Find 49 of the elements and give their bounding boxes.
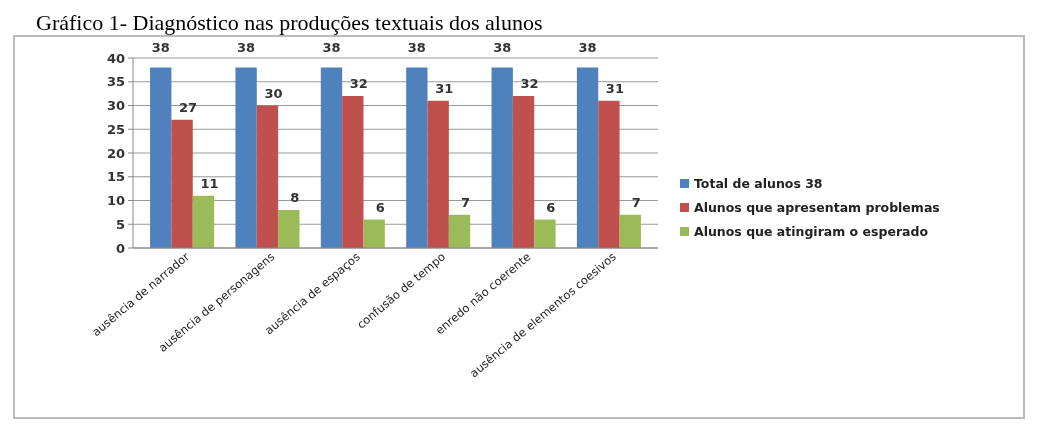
data-label: 31 [605, 80, 624, 96]
y-tick-label: 25 [106, 121, 125, 137]
legend-label: Total de alunos 38 [694, 176, 823, 192]
y-tick-label: 35 [106, 74, 125, 90]
bar [342, 96, 364, 248]
data-label: 8 [290, 190, 300, 205]
bar [150, 67, 172, 248]
data-label: 7 [461, 194, 471, 210]
bar [491, 67, 513, 248]
bar [363, 219, 385, 248]
y-tick-label: 20 [106, 145, 125, 161]
data-label: 38 [151, 40, 170, 55]
data-label: 11 [200, 175, 219, 191]
bar [576, 67, 599, 248]
data-label: 27 [179, 99, 198, 115]
data-label: 6 [375, 199, 385, 215]
bar [448, 214, 471, 248]
data-label: 32 [520, 76, 539, 91]
bar [278, 210, 300, 248]
data-label: 30 [264, 85, 283, 101]
chart-title: Gráfico 1- Diagnóstico nas produções textuais dos alunos [36, 10, 543, 35]
data-label: 38 [322, 40, 341, 55]
bar [171, 119, 193, 248]
data-label: 31 [435, 80, 454, 96]
data-label: 38 [578, 40, 597, 55]
bar [320, 67, 343, 248]
legend-label: Alunos que apresentam problemas [694, 200, 940, 216]
bar [619, 214, 641, 248]
bar [192, 195, 215, 248]
bar [427, 100, 449, 248]
legend-label: Alunos que atingiram o esperado [694, 224, 929, 240]
bar [512, 96, 535, 248]
bar [598, 100, 620, 248]
data-label: 6 [546, 199, 556, 215]
data-label: 7 [631, 194, 641, 210]
y-tick-label: 0 [115, 240, 125, 256]
bar [534, 219, 556, 248]
data-label: 38 [237, 40, 256, 55]
y-tick-label: 15 [106, 169, 125, 185]
bar [406, 67, 428, 248]
y-tick-label: 40 [106, 50, 125, 66]
data-label: 38 [407, 40, 426, 55]
data-label: 38 [493, 40, 512, 55]
bar [235, 67, 257, 248]
y-tick-label: 10 [106, 193, 125, 209]
data-label: 32 [349, 76, 368, 91]
y-tick-label: 5 [115, 216, 125, 232]
bar [256, 105, 279, 248]
y-tick-label: 30 [106, 98, 125, 114]
